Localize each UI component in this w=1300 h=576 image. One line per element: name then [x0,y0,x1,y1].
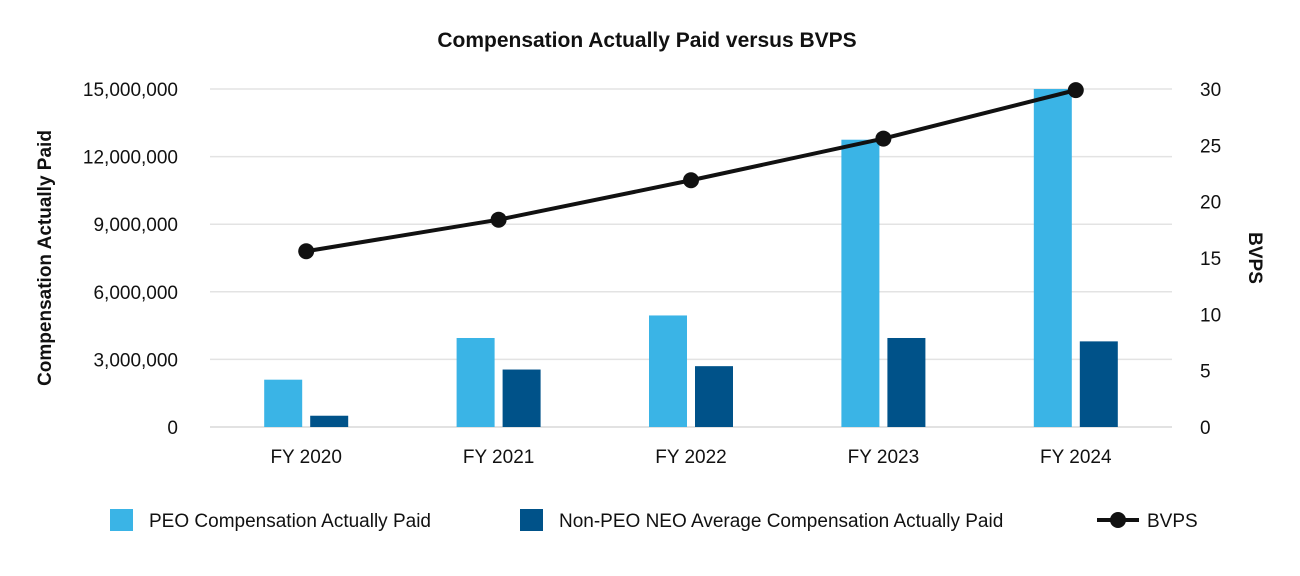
y2-tick-label: 0 [1200,418,1211,439]
bvps-line-layer [298,82,1084,260]
y-tick-label: 9,000,000 [93,215,178,236]
legend-swatch-0 [110,509,133,531]
bvps-point-fy-2024 [1067,82,1084,99]
bar-peo-fy-2021 [456,337,495,427]
x-tick-label: FY 2022 [655,447,726,468]
bar-non-peo-neo-fy-2022 [695,366,733,427]
y2-axis-ticks: 0 5 10 15 20 25 30 [1200,80,1221,439]
y-axis-ticks: 0 3,000,000 6,000,000 9,000,000 12,000,000 15… [83,80,178,439]
bvps-line [305,88,1077,254]
y2-tick-label: 25 [1200,136,1221,157]
y2-axis-title: BVPS [1244,232,1265,284]
y2-tick-label: 15 [1200,249,1221,270]
x-tick-label: FY 2020 [270,447,341,468]
legend-swatch-1 [520,509,543,531]
y2-tick-label: 30 [1200,80,1221,101]
bar-peo-fy-2023 [841,139,880,427]
y2-tick-label: 10 [1200,305,1221,326]
bvps-point-fy-2020 [298,243,315,260]
x-axis-ticks: FY 2020 FY 2021 FY 2022 FY 2023 FY 2024 [270,447,1112,468]
y-tick-label: 12,000,000 [83,148,178,169]
legend-label-2: BVPS [1147,511,1198,532]
x-tick-label: FY 2023 [848,447,919,468]
y-tick-label: 0 [167,418,178,439]
bvps-point-fy-2021 [490,211,507,228]
bar-peo-fy-2020 [264,379,303,427]
x-tick-label: FY 2024 [1040,447,1112,468]
y-tick-label: 15,000,000 [83,80,178,101]
y-tick-label: 3,000,000 [93,350,178,371]
bar-non-peo-neo-fy-2024 [1079,341,1118,427]
bar-peo-fy-2022 [649,315,687,427]
legend-label-1: Non-PEO NEO Average Compensation Actuall… [559,511,1003,532]
legend-label-0: PEO Compensation Actually Paid [149,511,431,532]
bar-non-peo-neo-fy-2020 [310,415,349,427]
chart-title: Compensation Actually Paid versus BVPS [437,29,856,52]
legend: PEO Compensation Actually Paid Non-PEO NE… [110,509,1198,532]
bvps-point-fy-2023 [875,130,892,147]
bvps-point-fy-2022 [683,172,699,189]
y-axis-title: Compensation Actually Paid [35,130,56,386]
x-tick-label: FY 2021 [463,447,534,468]
bar-non-peo-neo-fy-2021 [502,369,541,427]
bar-peo-fy-2024 [1033,89,1072,427]
legend-marker-swatch [1110,512,1126,528]
bar-non-peo-neo-fy-2023 [887,337,926,427]
gridlines [210,88,1172,428]
y2-tick-label: 5 [1200,362,1211,383]
y2-tick-label: 20 [1200,193,1221,214]
y-tick-label: 6,000,000 [93,283,178,304]
bars [264,89,1118,427]
